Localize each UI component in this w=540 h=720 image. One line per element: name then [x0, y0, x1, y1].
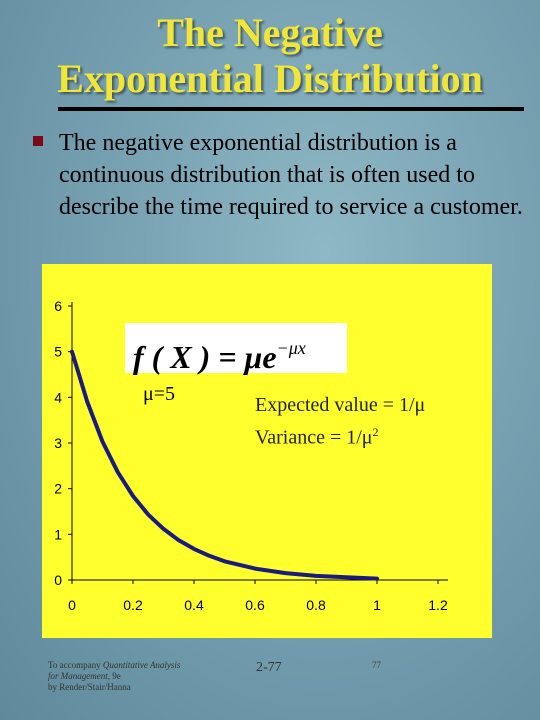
formula-mu-e: μe: [244, 339, 277, 375]
footer-line3: by Render/Stair/Hanna: [48, 682, 131, 692]
data-point: [376, 578, 378, 580]
formula-exponent: −μx: [276, 338, 306, 358]
slide-title: The Negative Exponential Distribution: [0, 10, 540, 102]
y-tick-label: 3: [54, 435, 62, 451]
exponential-chart: 0 1 2 3 4 5 6 0 0.2 0.4 0.6 0.8 1 1.2: [54, 298, 448, 613]
data-point: [178, 539, 180, 541]
x-tick-label: 0.8: [306, 597, 326, 613]
data-point: [147, 514, 149, 516]
y-tick-label: 4: [54, 389, 62, 405]
x-tick-label: 0: [68, 597, 76, 613]
bullet-text: The negative exponential distribution is…: [59, 130, 523, 220]
footer-line2-italic: for Management: [48, 671, 108, 681]
slide-number: 2-77: [256, 660, 282, 675]
distribution-stats: Expected value = 1/μ Variance = 1/μ2: [255, 392, 425, 452]
title-line-1: The Negative: [157, 10, 383, 55]
x-tick-label: 0.4: [184, 597, 204, 613]
data-point: [86, 401, 88, 403]
variance-prefix: Variance = 1/μ: [255, 426, 373, 449]
y-tick-label: 0: [54, 572, 62, 588]
data-point: [285, 572, 286, 574]
data-point: [224, 560, 225, 562]
data-point: [71, 351, 73, 353]
footer-credit: To accompany Quantitative Analysis for M…: [48, 660, 180, 693]
data-point: [193, 548, 195, 550]
data-point: [163, 528, 164, 530]
footer-line1-italic: Quantitative Analysis: [102, 660, 181, 670]
x-tick-label: 0.6: [245, 597, 265, 613]
data-point: [132, 495, 134, 497]
mu-label: μ=5: [143, 383, 176, 405]
y-tick-label: 1: [54, 526, 62, 542]
footer-line1-prefix: To accompany: [48, 660, 103, 670]
bullet-square-icon: [33, 136, 43, 146]
expected-value-text: Expected value = 1/μ: [255, 394, 426, 416]
variance-exponent: 2: [372, 425, 379, 439]
data-point: [346, 576, 347, 578]
formula-lhs: f ( X ) =: [133, 339, 245, 375]
y-tick-label: 5: [54, 344, 62, 360]
data-point: [315, 575, 317, 577]
title-divider: [58, 107, 524, 111]
data-point: [208, 555, 210, 557]
data-point: [254, 568, 256, 570]
pdf-formula: f ( X ) = μe−μx: [125, 323, 347, 375]
y-tick-label: 6: [54, 298, 62, 314]
data-point: [102, 441, 103, 443]
data-point: [117, 471, 119, 473]
slide-number-small: 77: [372, 660, 381, 670]
x-tick-label: 0.2: [123, 597, 143, 613]
y-tick-label: 2: [54, 481, 62, 497]
variance-text: Variance = 1/μ2: [255, 419, 425, 452]
series-line: [70, 349, 379, 581]
x-tick-label: 1: [373, 597, 381, 613]
x-tick-label: 1.2: [428, 597, 448, 613]
footer-line2-suffix: , 9e: [107, 671, 121, 681]
title-line-2: Exponential Distribution: [57, 56, 483, 101]
